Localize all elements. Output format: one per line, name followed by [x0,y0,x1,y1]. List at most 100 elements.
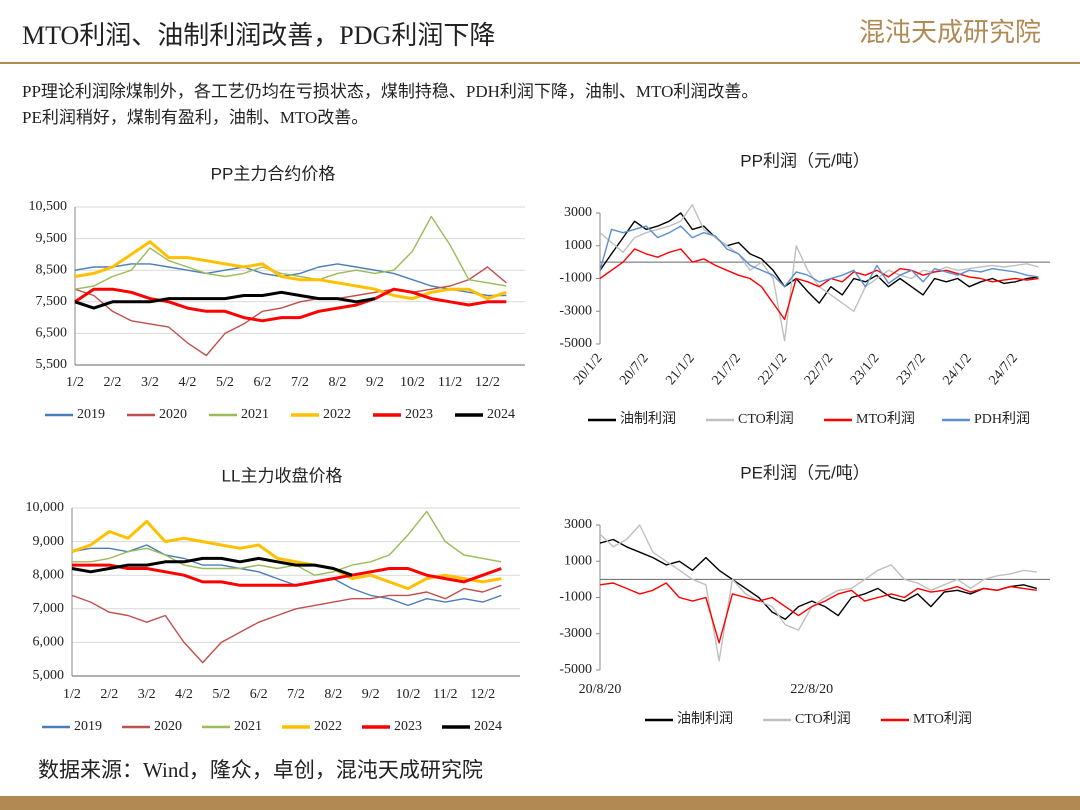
y-tick-label: -3000 [559,626,592,641]
y-tick-label: 10,000 [26,500,65,515]
x-tick-label: 12/2 [475,375,500,390]
legend-label: 2023 [394,719,422,734]
y-tick-label: 6,500 [36,326,68,341]
legend-label: 油制利润 [677,711,733,727]
legend-label: 2019 [77,407,105,422]
x-tick-label: 22/8/20 [790,682,833,697]
y-tick-label: -1000 [559,590,592,605]
x-tick-label: 6/2 [254,375,272,390]
x-tick-label: 24/7/2 [986,351,1020,388]
legend-label: 2024 [487,407,515,422]
y-tick-label: 5,000 [33,668,65,683]
legend-label: 2019 [74,719,102,734]
x-tick-label: 9/2 [366,375,384,390]
x-tick-label: 4/2 [175,687,193,702]
legend-label: 油制利润 [620,411,676,427]
legend-label: MTO利润 [856,411,915,427]
x-tick-label: 7/2 [287,687,305,702]
chart-title: PP主力合约价格 [211,164,336,183]
series-line [74,290,376,310]
legend-label: 2020 [154,719,182,734]
x-tick-label: 10/2 [400,375,425,390]
series-line [599,204,1039,342]
y-tick-label: 7,500 [36,294,68,309]
y-tick-label: -1000 [559,271,592,286]
x-tick-label: 3/2 [141,375,159,390]
y-tick-label: 8,000 [33,567,65,582]
x-tick-label: 8/2 [329,375,347,390]
series-line [74,240,507,301]
x-tick-label: 5/2 [216,375,234,390]
x-tick-label: 2/2 [104,375,122,390]
y-tick-label: 8,500 [36,262,68,277]
y-tick-label: 7,000 [33,601,65,616]
y-tick-label: 9,500 [36,231,68,246]
y-tick-label: 3000 [564,517,592,532]
x-tick-label: 6/2 [250,687,268,702]
x-tick-label: 3/2 [138,687,156,702]
source: 数据来源：Wind，隆众，卓创，混沌天成研究院 [38,758,483,782]
chart-title: PP利润（元/吨） [740,151,869,170]
slide-title: MTO利润、油制利润改善，PDG利润下降 [22,21,495,50]
legend-label: MTO利润 [913,711,972,727]
x-tick-label: 12/2 [470,687,495,702]
x-tick-label: 11/2 [438,375,462,390]
legend-label: CTO利润 [795,711,851,727]
x-tick-label: 22/1/2 [756,351,790,388]
y-tick-label: 1000 [564,238,592,253]
x-tick-label: 21/7/2 [710,351,744,388]
y-tick-label: 6,000 [33,635,65,650]
y-tick-label: 5,500 [36,357,68,372]
legend-label: 2020 [159,407,187,422]
x-tick-label: 22/7/2 [802,351,836,388]
legend-label: 2023 [405,407,433,422]
series-line [74,215,507,290]
legend-label: PDH利润 [974,411,1030,427]
x-tick-label: 24/1/2 [940,351,974,388]
series-line [74,287,507,323]
legend-label: 2021 [234,719,262,734]
series-line [599,212,1039,304]
x-tick-label: 5/2 [212,687,230,702]
series-line [599,524,1037,662]
series-line [599,225,1039,288]
x-tick-label: 1/2 [63,687,81,702]
x-tick-label: 21/1/2 [663,351,697,388]
y-tick-label: 1000 [564,553,592,568]
summary-line: PP理论利润除煤制外，各工艺仍均在亏损状态，煤制持稳、PDH利润下降，油制、MT… [22,82,758,101]
series-line [71,556,353,577]
series-line [72,510,502,576]
series-line [74,266,507,357]
chart-title: LL主力收盘价格 [222,466,343,485]
series-line [71,519,502,591]
legend-label: 2022 [314,719,342,734]
chart-title: PE利润（元/吨） [740,463,869,482]
legend-label: 2024 [474,719,502,734]
series-line [72,563,502,587]
x-tick-label: 4/2 [179,375,197,390]
footer-bar [0,796,1080,810]
series-line [599,248,1039,321]
x-tick-label: 23/1/2 [848,351,882,388]
series-line [599,582,1037,644]
x-tick-label: 8/2 [324,687,342,702]
logo: 混沌天成研究院 [859,18,1041,47]
y-tick-label: -5000 [559,336,592,351]
x-tick-label: 23/7/2 [894,351,928,388]
y-tick-label: 3000 [564,205,592,220]
legend-label: 2021 [241,407,269,422]
y-tick-label: 10,500 [29,199,68,214]
x-tick-label: 11/2 [433,687,457,702]
x-tick-label: 20/7/2 [617,351,651,388]
x-tick-label: 10/2 [396,687,421,702]
x-tick-label: 7/2 [291,375,309,390]
y-tick-label: -5000 [559,662,592,677]
legend-label: CTO利润 [738,411,794,427]
x-tick-label: 2/2 [100,687,118,702]
y-tick-label: 9,000 [33,534,65,549]
summary-line: PE利润稍好，煤制有盈利，油制、MTO改善。 [22,108,368,127]
series-line [71,544,502,607]
x-tick-label: 20/1/2 [571,351,605,388]
series-line [71,584,502,664]
